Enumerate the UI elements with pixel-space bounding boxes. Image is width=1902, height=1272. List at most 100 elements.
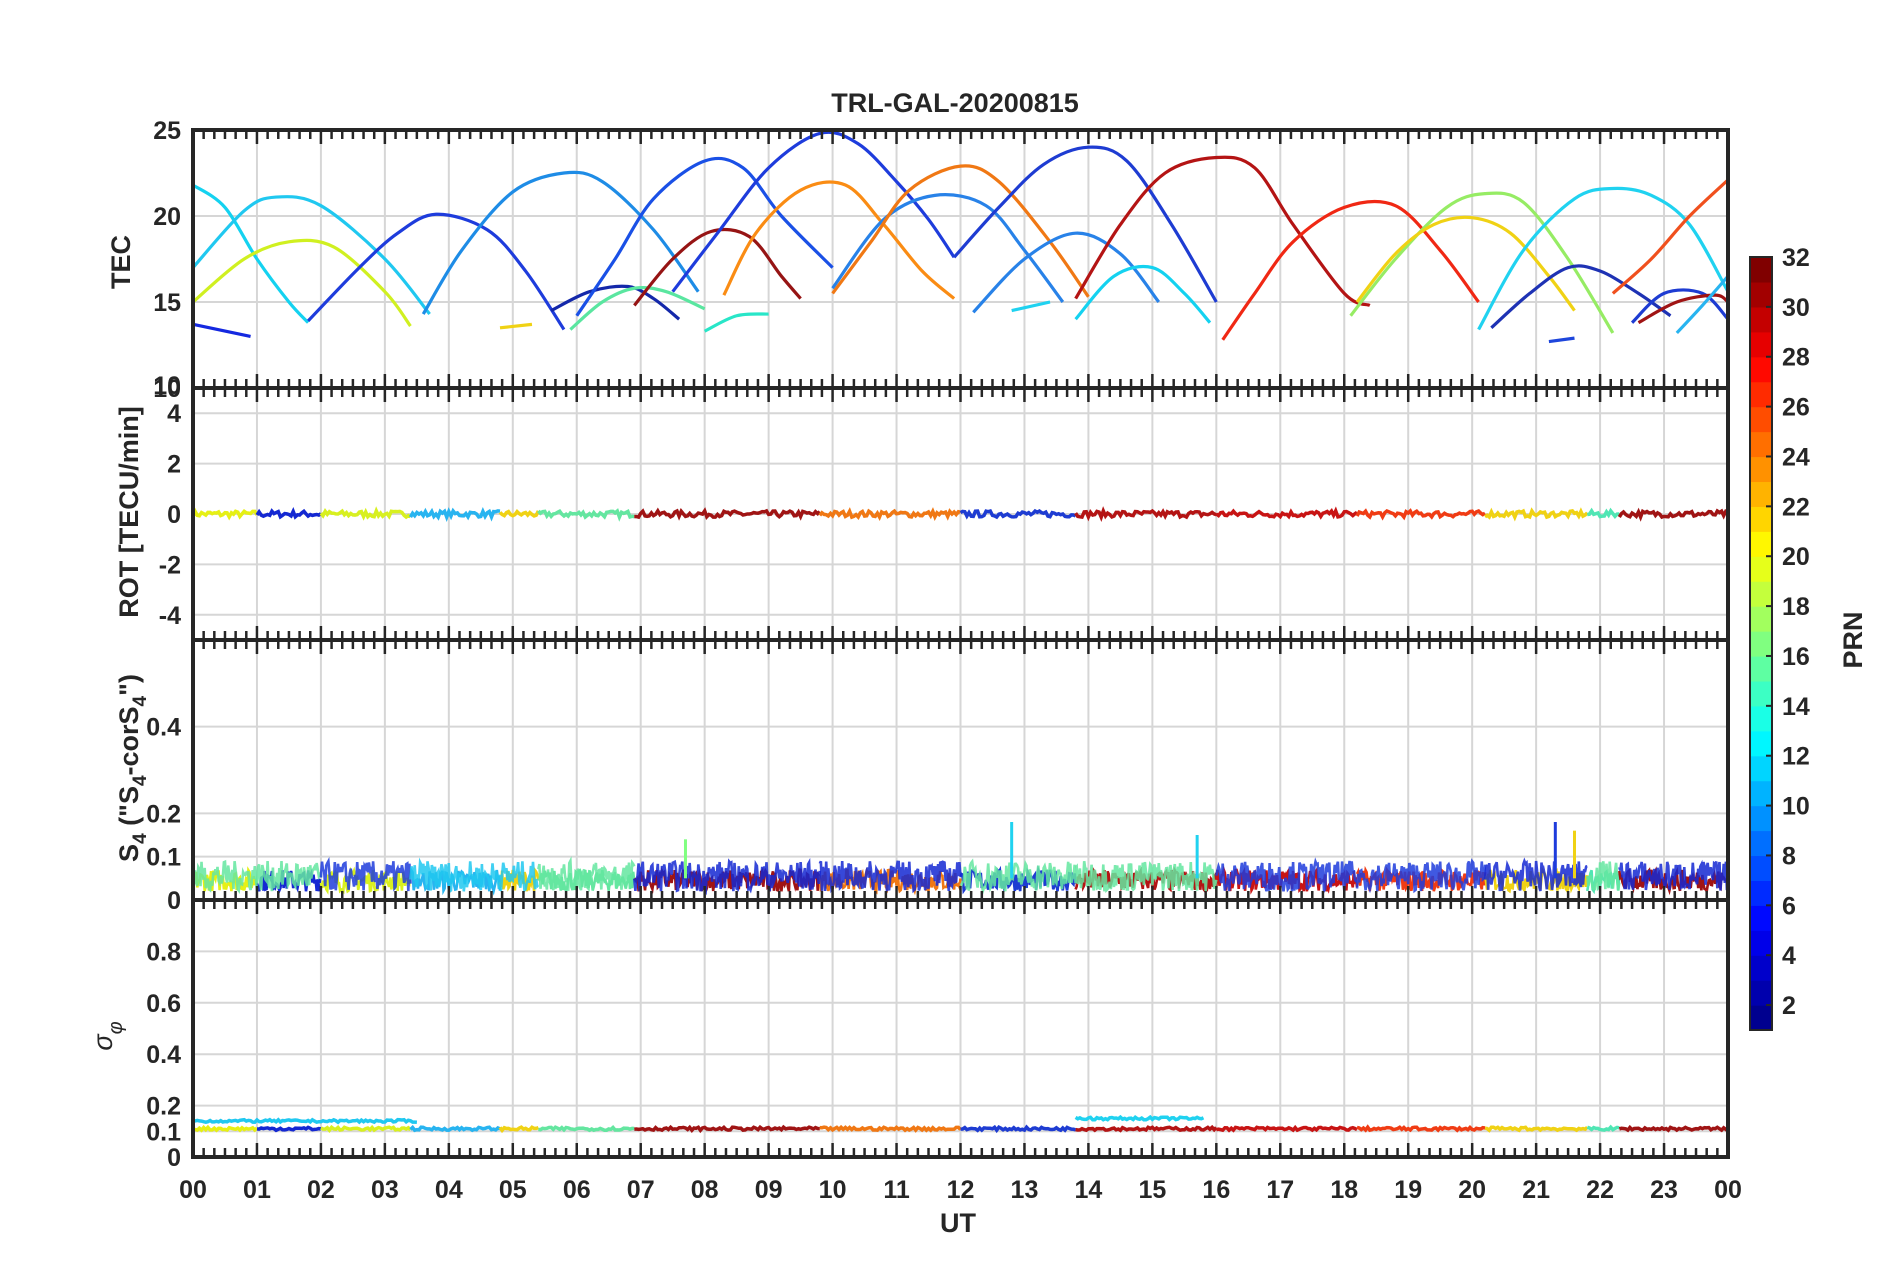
x-tick-label: 09 [755,1176,783,1204]
colorbar-swatch [1750,606,1772,632]
colorbar-tick-label: 26 [1782,394,1810,422]
y-tick-label: 0 [167,887,181,915]
s4-series-line [633,857,822,896]
tec-series-line [306,212,566,331]
colorbar-tick-label: 32 [1782,244,1810,272]
x-tick-label: 23 [1650,1176,1678,1204]
tec-series-line [192,183,310,324]
y-tick-label: 0.4 [146,1041,181,1069]
tec-series-line [569,285,706,331]
s4-ylabel: S4 ("S4-corS4") [114,674,151,862]
y-tick-label: 0.8 [146,938,181,966]
colorbar-swatch [1750,755,1772,782]
colorbar-tick-label: 20 [1782,543,1810,571]
sigma-series-line [538,1125,635,1133]
rot-series-line [408,506,501,522]
tec-series-line [1637,293,1729,325]
x-tick-label: 20 [1458,1176,1486,1204]
colorbar-label: PRN [1838,611,1868,668]
y-tick-label: 0 [167,1144,181,1172]
s4-series-line [1618,866,1730,896]
colorbar-frame [1749,256,1773,1031]
x-tick-label: 18 [1330,1176,1358,1204]
colorbar-swatch [1750,331,1772,358]
colorbar-swatch [1750,655,1772,682]
y-tick-label: 20 [153,203,181,231]
s4-series-line [537,856,636,892]
s4-ylabel-open: ("S [114,786,144,833]
colorbar-tick-label: 22 [1782,493,1810,521]
sigma-series-line [1586,1124,1620,1132]
y-tick-label: 0.1 [146,844,181,872]
rot-series-line [818,507,961,522]
sigma-elevated-line [1074,1114,1205,1122]
colorbar-tick-label: 18 [1782,593,1810,621]
rot-series-line [1617,507,1729,522]
x-tick-label: 19 [1394,1176,1422,1204]
colorbar-tick-label: 16 [1782,643,1810,671]
x-tick-label: 00 [179,1176,207,1204]
sigma-series-line [960,1124,1077,1134]
rot-series-line [1215,506,1359,520]
x-tick-label: 17 [1266,1176,1294,1204]
x-axis-label: UT [940,1208,976,1238]
colorbar-tick-label: 2 [1782,992,1796,1020]
tec-series-line [722,180,956,300]
sigma-series-line [634,1124,820,1134]
s4-ylabel-sub-c: 4 [130,695,151,706]
s4-ylabel-sub-a: 4 [130,833,151,844]
colorbar-swatch [1750,356,1772,383]
sigma-series-line [1075,1124,1218,1133]
sigma-ylabel: σφ [88,1021,127,1050]
y-tick-label: -2 [159,551,181,579]
rot-series-line [319,506,412,521]
y-tick-label: 0.2 [146,800,181,828]
colorbar-swatch [1750,955,1772,981]
rot-series-line [634,507,822,521]
s4-series-line [818,860,962,895]
x-tick-label: 15 [1138,1176,1166,1204]
s4-series-line [1586,861,1621,892]
colorbar-tick-label: 30 [1782,294,1810,322]
s4-series-line [1618,859,1730,891]
tec-series-line [191,238,412,328]
tec-series-line [1675,275,1730,335]
s4-ylabel-close: ") [114,674,144,696]
tec-series-line [191,195,431,316]
s4-series-line [1074,861,1218,894]
colorbar-swatch [1750,631,1772,657]
colorbar-tick-label: 8 [1782,842,1796,870]
x-tick-label: 10 [819,1176,847,1204]
sigma-series-line [1618,1124,1730,1133]
colorbar-swatch [1750,431,1772,458]
tec-series-line [1011,300,1051,313]
x-tick-label: 04 [435,1176,463,1204]
colorbar-swatch [1750,381,1772,408]
colorbar-swatch [1750,855,1772,881]
s4-series-line [1483,857,1588,892]
x-tick-label: 22 [1586,1176,1614,1204]
x-tick-label: 07 [627,1176,655,1204]
y-tick-label: 0 [167,501,181,529]
rot-series-line [959,508,1077,520]
s4-series-line [319,856,412,892]
sigma-series-line [320,1124,412,1134]
y-tick-label: 10 [153,375,181,403]
tec-series-line [550,284,681,321]
colorbar-swatch [1750,406,1772,433]
tec-series-line [1349,191,1615,334]
colorbar-swatch [1750,980,1772,1006]
y-tick-label: -4 [159,602,181,630]
sigma-series-line [1484,1125,1589,1133]
rot-series-line [255,506,322,520]
colorbar-swatch [1750,556,1772,582]
tec-series-line [421,170,700,315]
y-tick-label: 0.6 [146,990,181,1018]
y-tick-label: 0.1 [146,1118,181,1146]
s4-ylabel-sub-b: 4 [130,775,151,786]
colorbar-swatch [1750,830,1772,857]
s4-series-line [1215,857,1358,895]
